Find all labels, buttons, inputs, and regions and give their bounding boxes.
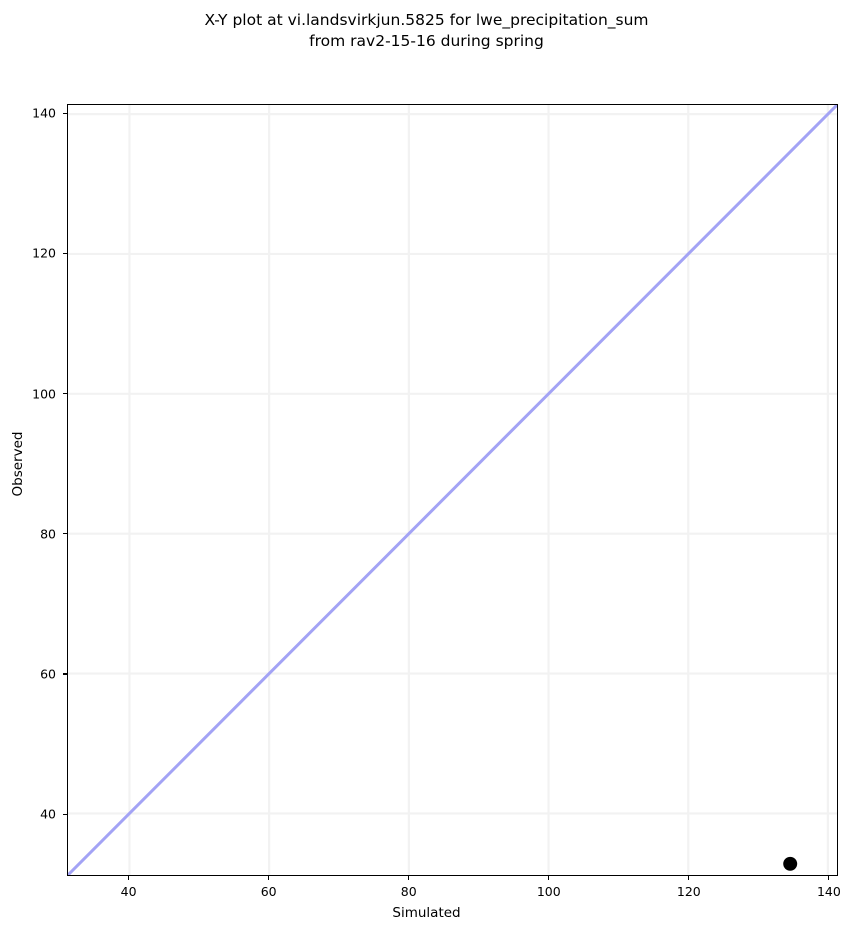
x-tick-mark (688, 876, 690, 880)
x-tick-label: 140 (816, 884, 841, 899)
y-tick-mark (63, 392, 67, 395)
one-to-one-line (68, 105, 837, 875)
y-tick-label: 40 (40, 806, 56, 822)
gridlines (68, 105, 837, 875)
x-tick-mark (268, 876, 270, 880)
y-tick-label: 100 (32, 386, 56, 402)
x-tick-label: 120 (676, 884, 701, 899)
plot-area (67, 104, 838, 876)
y-tick-label: 140 (32, 105, 56, 121)
x-tick-label: 80 (400, 884, 417, 899)
y-axis-title: Observed (10, 431, 26, 497)
y-tick-label: 120 (32, 245, 56, 261)
plot-canvas (68, 105, 837, 875)
x-tick-mark (128, 876, 130, 880)
y-tick-label: 80 (40, 526, 56, 542)
x-tick-label: 60 (260, 884, 277, 899)
y-tick-mark (63, 112, 67, 114)
y-tick-mark (63, 813, 67, 815)
chart-title: X-Y plot at vi.landsvirkjun.5825 for lwe… (204, 11, 649, 50)
y-tick-mark (63, 252, 67, 254)
x-tick-mark (408, 876, 410, 880)
x-tick-mark (548, 876, 550, 880)
data-series-layer (68, 105, 837, 875)
x-axis-title: Simulated (392, 905, 461, 921)
x-tick-mark (828, 876, 830, 880)
y-tick-mark (63, 673, 67, 675)
y-tick-mark (63, 533, 67, 535)
y-tick-label: 60 (40, 666, 56, 682)
scatter-point (783, 856, 798, 871)
x-tick-label: 100 (536, 884, 561, 899)
x-tick-label: 40 (120, 884, 137, 899)
